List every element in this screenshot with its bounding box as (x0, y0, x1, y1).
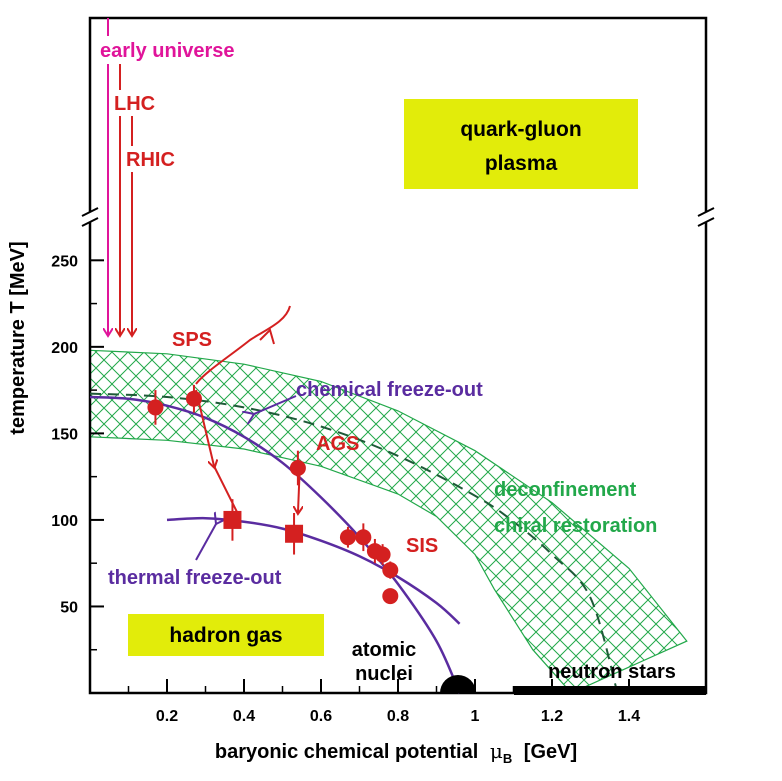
rhic-label: RHIC (126, 149, 175, 171)
atomic-nuclei-marker (440, 675, 476, 693)
deconfinement-dashed-curve (89, 392, 619, 694)
deconfinement-label: deconfinement (494, 479, 637, 501)
axis-break-left (81, 207, 99, 227)
sps-arrowhead-upper (259, 328, 275, 345)
axis-break-right (697, 207, 715, 227)
thermal-freeze-out-point (285, 524, 304, 543)
x-axis-title: baryonic chemical potential μB [GeV] (215, 739, 577, 768)
chemical-freeze-out-point (289, 460, 306, 476)
chemical-freeze-out-point (339, 529, 356, 546)
y-axis-title: temperature T [MeV] (7, 241, 29, 434)
x-tick-label: 1.4 (618, 708, 640, 725)
qgp-box (404, 99, 638, 189)
y-tick-label: 200 (51, 340, 78, 357)
chemical-freeze-out-point (185, 390, 202, 407)
chemical-freeze-out-point (382, 588, 399, 605)
chemical-freeze-out-label: chemical freeze-out (296, 379, 483, 401)
chemical-freeze-out-point (382, 562, 399, 579)
qgp-label-1: quark-gluon (460, 118, 581, 141)
data-points (147, 384, 399, 605)
thermal-freeze-out-point (223, 510, 242, 529)
chemical-freeze-out-point (355, 529, 372, 546)
y-tick-label: 100 (51, 513, 78, 530)
chemical-freeze-out-point (374, 546, 391, 563)
x-tick-label: 0.8 (387, 708, 409, 725)
atomic-nuclei-label-1: atomic (352, 639, 416, 661)
x-tick-label: 0.6 (310, 708, 332, 725)
neutron-stars-bar (514, 686, 706, 695)
hadron-gas-box (128, 614, 324, 656)
y-tick-label: 150 (51, 426, 78, 443)
hadron-gas-label: hadron gas (169, 624, 282, 647)
y-tick-label: 250 (51, 253, 78, 270)
qgp-label-2: plasma (485, 152, 558, 175)
thermal-freeze-out-pointer (195, 524, 216, 561)
neutron-stars-label: neutron stars (548, 661, 676, 683)
sps-trajectory-in (195, 305, 291, 385)
thermal-freeze-out-label: thermal freeze-out (108, 567, 282, 589)
sps-trajectory-out (213, 465, 238, 513)
x-tick-label: 0.4 (233, 708, 255, 725)
sis-label: SIS (406, 535, 438, 557)
sps-label: SPS (172, 329, 212, 351)
chemical-freeze-out-pointer (254, 395, 297, 414)
y-tick-label: 50 (60, 599, 78, 616)
ags-label: AGS (316, 433, 359, 455)
x-tick-label: 1.2 (541, 708, 563, 725)
early-universe-label: early universe (100, 40, 235, 62)
lhc-label: LHC (114, 93, 155, 115)
chiral-restoration-label: chiral restoration (494, 515, 657, 537)
chemical-freeze-out-point (147, 399, 164, 416)
deconfinement-band (89, 349, 688, 694)
atomic-nuclei-label-2: nuclei (355, 663, 413, 685)
x-tick-label: 0.2 (156, 708, 178, 725)
x-tick-label: 1 (471, 708, 480, 725)
